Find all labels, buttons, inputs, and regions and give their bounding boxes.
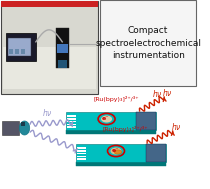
Bar — [9, 50, 13, 54]
Text: hν: hν — [153, 90, 162, 99]
Bar — [77, 153, 86, 154]
Text: Compact
spectroelectrochemical
instrumentation: Compact spectroelectrochemical instrumen… — [95, 26, 201, 60]
Bar — [146, 144, 165, 162]
Bar — [8, 38, 31, 57]
Bar — [2, 121, 19, 135]
Bar — [136, 112, 156, 130]
Bar — [67, 126, 76, 128]
Bar — [56, 28, 69, 68]
Bar — [77, 158, 86, 160]
Bar — [1, 1, 98, 94]
Bar — [58, 60, 67, 68]
Text: [Ru(bpy)₃]²⁺/³⁺: [Ru(bpy)₃]²⁺/³⁺ — [93, 96, 139, 102]
Bar — [21, 122, 25, 126]
Polygon shape — [67, 130, 156, 134]
Text: e⁻: e⁻ — [112, 148, 119, 153]
Ellipse shape — [114, 150, 122, 154]
Bar — [15, 50, 19, 54]
Ellipse shape — [101, 115, 112, 122]
Bar — [67, 121, 76, 122]
Bar — [6, 33, 36, 61]
Bar — [3, 47, 96, 89]
Bar — [67, 118, 76, 120]
Text: [Ru(bpy)₃]²⁺/³⁺: [Ru(bpy)₃]²⁺/³⁺ — [103, 126, 148, 132]
Bar — [77, 156, 86, 157]
Polygon shape — [76, 162, 165, 166]
Bar — [67, 124, 76, 125]
Bar — [56, 44, 68, 53]
Text: hν: hν — [43, 109, 52, 118]
FancyBboxPatch shape — [100, 0, 196, 86]
Text: hν: hν — [172, 123, 181, 132]
Bar — [67, 112, 156, 130]
Bar — [76, 144, 165, 162]
Bar — [1, 1, 98, 7]
Bar — [21, 50, 25, 54]
Bar — [77, 147, 86, 149]
Text: e⁻: e⁻ — [102, 116, 109, 121]
Text: hν: hν — [163, 89, 172, 98]
Ellipse shape — [19, 121, 30, 135]
Bar — [77, 150, 86, 152]
Bar — [67, 115, 76, 117]
Ellipse shape — [110, 147, 122, 154]
